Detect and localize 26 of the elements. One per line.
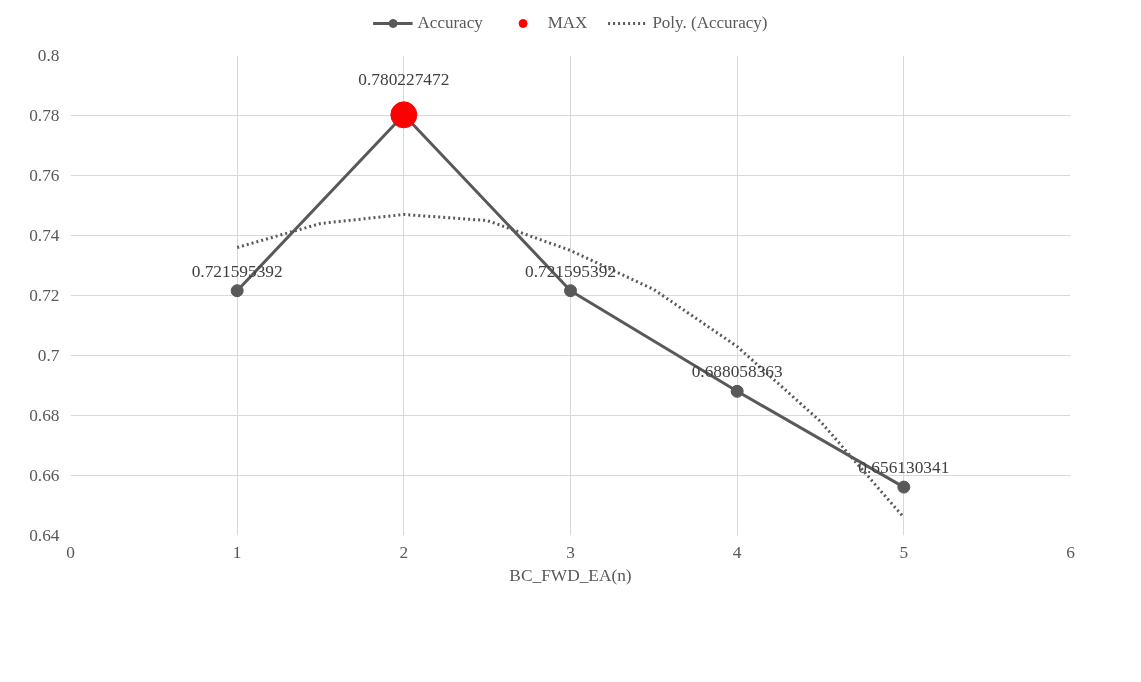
x-tick-label: 3: [566, 542, 575, 562]
point: [730, 384, 744, 398]
y-tick-label: 0.74: [29, 226, 60, 245]
point: [230, 284, 244, 298]
x-tick-label: 0: [66, 542, 75, 562]
legend-label: MAX: [547, 12, 588, 33]
x-tick-label: 1: [232, 542, 242, 562]
x-tick-label: 6: [1066, 542, 1076, 562]
x-tick-label: 4: [732, 542, 742, 562]
y-tick-label: 0.78: [29, 106, 60, 125]
y-tick-label: 0.7: [37, 346, 60, 365]
y-tick-label: 0.66: [29, 466, 60, 485]
point: [564, 284, 577, 298]
point: [897, 480, 911, 494]
x-tick-label: 5: [899, 542, 909, 562]
x-axis-title: BC_FWD_EA(n): [509, 565, 632, 585]
point: [390, 101, 418, 129]
data-label: 0.780227472: [358, 69, 450, 89]
legend-label: Accuracy: [417, 12, 483, 33]
y-tick-label: 0.72: [29, 286, 60, 305]
x-tick-label: 2: [399, 542, 409, 562]
y-tick-label: 0.68: [29, 406, 60, 425]
legend-label: Poly. (Accuracy): [652, 12, 768, 33]
y-tick-label: 0.8: [37, 46, 60, 65]
y-tick-label: 0.64: [29, 526, 60, 545]
y-tick-label: 0.76: [29, 166, 60, 185]
